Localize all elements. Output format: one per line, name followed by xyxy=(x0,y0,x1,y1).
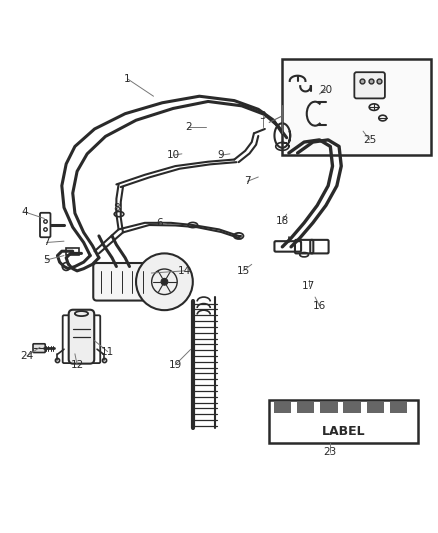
Text: 17: 17 xyxy=(302,281,315,291)
Bar xyxy=(297,402,314,413)
Bar xyxy=(283,59,431,155)
Text: 1: 1 xyxy=(124,74,131,84)
Text: 9: 9 xyxy=(218,150,225,160)
Text: 18: 18 xyxy=(276,216,289,225)
FancyBboxPatch shape xyxy=(33,344,45,352)
Text: 7: 7 xyxy=(43,238,50,247)
Circle shape xyxy=(136,253,193,310)
Text: 23: 23 xyxy=(324,447,337,457)
Text: 10: 10 xyxy=(166,150,180,160)
Text: 4: 4 xyxy=(21,207,28,217)
Text: LABEL: LABEL xyxy=(321,425,365,438)
FancyBboxPatch shape xyxy=(93,263,150,301)
Text: 24: 24 xyxy=(20,351,34,361)
Text: 25: 25 xyxy=(363,135,376,145)
Text: 3: 3 xyxy=(259,111,266,121)
Text: 15: 15 xyxy=(237,266,250,276)
Ellipse shape xyxy=(75,311,88,316)
Text: 2: 2 xyxy=(185,122,192,132)
FancyBboxPatch shape xyxy=(69,310,94,364)
Bar xyxy=(343,402,361,413)
Text: 7: 7 xyxy=(244,176,251,187)
Bar xyxy=(320,402,338,413)
Text: 12: 12 xyxy=(71,360,84,370)
Bar xyxy=(390,402,407,413)
Bar xyxy=(367,402,384,413)
Bar xyxy=(274,402,291,413)
Text: 19: 19 xyxy=(169,360,182,370)
Text: 16: 16 xyxy=(313,301,326,311)
Text: 20: 20 xyxy=(319,85,332,95)
Text: 6: 6 xyxy=(157,218,163,228)
Circle shape xyxy=(161,278,168,285)
Text: 11: 11 xyxy=(101,346,114,357)
Bar xyxy=(66,248,79,255)
Text: 14: 14 xyxy=(177,266,191,276)
Text: 8: 8 xyxy=(113,203,120,213)
FancyBboxPatch shape xyxy=(354,72,385,99)
Text: 5: 5 xyxy=(43,255,50,265)
Bar xyxy=(269,400,418,443)
